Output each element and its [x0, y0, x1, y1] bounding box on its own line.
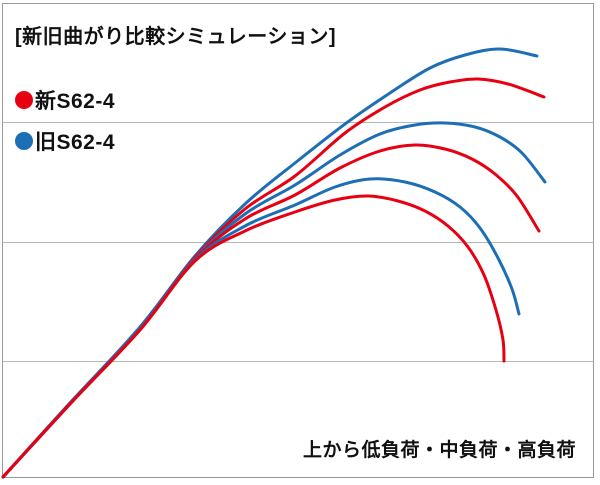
legend-label-old: 旧S62-4 [35, 131, 116, 154]
legend-label-new: 新S62-4 [35, 90, 116, 113]
legend-item-old: 旧S62-4 [15, 126, 115, 156]
curve-old-s62-4-mid-load [1, 121, 547, 479]
old-rod-dot-icon [15, 132, 33, 150]
new-rod-dot-icon [15, 91, 33, 109]
plot-frame [2, 3, 594, 478]
load-order-annotation: 上から低負荷・中負荷・高負荷 [303, 440, 577, 461]
curve-new-s62-4-mid-load [1, 143, 541, 479]
curve-new-s62-4-high-load [1, 194, 506, 479]
chart-title: [新旧曲がり比較シミュレーション] [15, 26, 337, 48]
legend-item-new: 新S62-4 [15, 85, 115, 115]
